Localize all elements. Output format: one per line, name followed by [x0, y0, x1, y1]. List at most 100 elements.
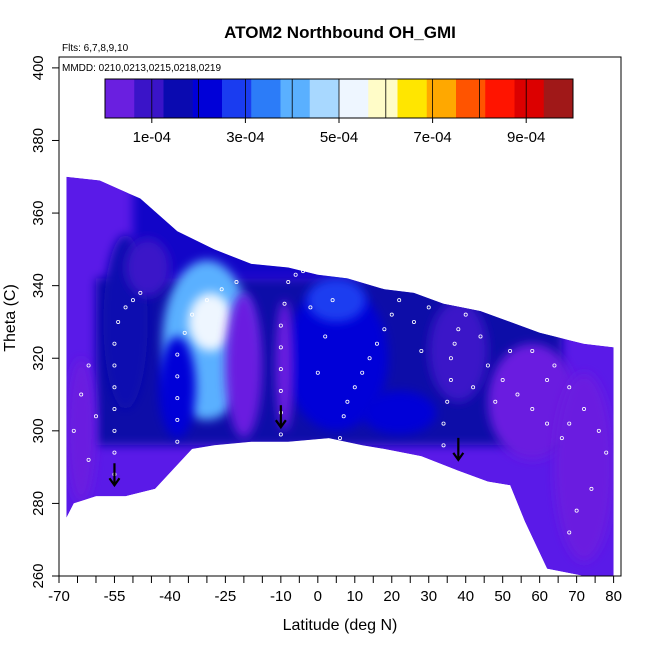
sample-point	[341, 414, 346, 419]
sample-point	[515, 392, 520, 397]
sample-point	[130, 298, 135, 303]
sample-point	[367, 356, 372, 361]
field-region	[125, 238, 170, 297]
field-region	[554, 372, 614, 562]
sample-point	[445, 399, 450, 404]
colorbar-tick-label: 1e-04	[133, 129, 171, 146]
sample-point	[567, 421, 572, 426]
sample-point	[426, 305, 431, 310]
colorbar-tick-label: 3e-04	[226, 129, 264, 146]
sample-point	[389, 312, 394, 317]
sample-point	[530, 348, 535, 353]
sample-point	[86, 363, 91, 368]
x-axis: -70 -55 -40 -25 -10 0 10 20 30 40 50 60 70 80	[48, 576, 622, 605]
sample-point	[478, 334, 483, 339]
colorbar-swatch	[485, 79, 515, 118]
y-tick-label: 380	[30, 128, 47, 153]
sample-point	[278, 367, 283, 372]
sample-point	[352, 385, 357, 390]
sample-point	[604, 450, 609, 455]
sample-point	[308, 305, 313, 310]
heatmap-field	[66, 176, 614, 577]
sample-point	[582, 407, 587, 412]
field-region	[158, 336, 196, 439]
field-region	[188, 292, 233, 351]
y-axis-label: Theta (C)	[2, 284, 19, 352]
colorbar-tick-label: 7e-04	[413, 129, 451, 146]
sample-point	[138, 290, 143, 295]
sample-point	[411, 319, 416, 324]
x-tick-label: 80	[605, 588, 622, 605]
y-tick-label: 260	[30, 563, 47, 588]
sample-point	[596, 428, 601, 433]
sample-point	[545, 378, 550, 383]
colorbar-swatch	[309, 79, 340, 118]
sample-point	[382, 327, 387, 332]
field-region	[225, 292, 263, 439]
sample-point	[175, 374, 180, 379]
field-region	[428, 300, 488, 402]
field-region	[66, 358, 96, 504]
sample-point	[112, 428, 117, 433]
colorbar-swatch	[105, 79, 135, 118]
sample-point	[471, 385, 476, 390]
field-region	[362, 390, 437, 435]
sample-point	[574, 508, 579, 513]
colorbar-swatch	[397, 79, 428, 118]
sample-point	[86, 457, 91, 462]
sample-point	[112, 407, 117, 412]
field-region	[284, 285, 389, 431]
x-tick-label: 70	[568, 588, 585, 605]
sample-point	[175, 439, 180, 444]
arrow-head	[108, 477, 121, 488]
colorbar-swatch	[280, 79, 311, 118]
colorbar-swatch	[222, 79, 252, 118]
sample-point	[337, 436, 342, 441]
sample-point	[71, 428, 76, 433]
sample-point	[79, 392, 84, 397]
x-tick-label: 50	[494, 588, 511, 605]
plot-frame	[58, 56, 622, 577]
sample-point	[323, 334, 328, 339]
arrow-head	[452, 452, 465, 462]
sample-point	[452, 341, 457, 346]
x-tick-label: -10	[270, 588, 292, 605]
field-region	[275, 300, 294, 431]
sample-point	[559, 436, 564, 441]
sample-point	[278, 432, 283, 437]
y-axis: 260 280 300 320 340 360 380 400	[30, 55, 59, 589]
x-tick-label: -70	[48, 588, 70, 605]
sample-point	[234, 280, 239, 285]
sample-point	[567, 385, 572, 390]
colorbar-swatch	[134, 79, 164, 118]
sample-point	[190, 312, 195, 317]
field-region	[487, 343, 577, 460]
sample-point	[567, 530, 572, 535]
sample-point	[493, 399, 498, 404]
colorbar-swatch	[543, 79, 574, 118]
chart-title: ATOM2 Northbound OH_GMI	[224, 23, 456, 42]
x-axis-label: Latitude (deg N)	[283, 617, 398, 634]
x-tick-label: 40	[457, 588, 474, 605]
dates-note: MMDD: 0210,0213,0215,0218,0219	[62, 63, 221, 74]
sample-point	[301, 269, 306, 274]
colorbar-swatch	[368, 79, 398, 118]
x-tick-label: -25	[215, 588, 237, 605]
y-tick-label: 300	[30, 418, 47, 443]
sample-point	[315, 370, 320, 375]
colorbar: 1e-04 3e-04 5e-04 7e-04 9e-04	[104, 78, 574, 146]
y-tick-label: 400	[30, 55, 47, 80]
colorbar-tick-label: 5e-04	[320, 129, 358, 146]
sample-point	[182, 330, 187, 335]
colorbar-swatch	[456, 79, 486, 118]
sample-point	[374, 341, 379, 346]
flights-note: Flts: 6,7,8,9,10	[62, 43, 129, 54]
sample-points	[71, 269, 609, 535]
sample-point	[286, 280, 291, 285]
x-tick-label: 0	[314, 588, 322, 605]
sample-point	[589, 486, 594, 491]
sample-point	[93, 414, 98, 419]
sample-point	[282, 301, 287, 306]
x-tick-label: 10	[346, 588, 363, 605]
